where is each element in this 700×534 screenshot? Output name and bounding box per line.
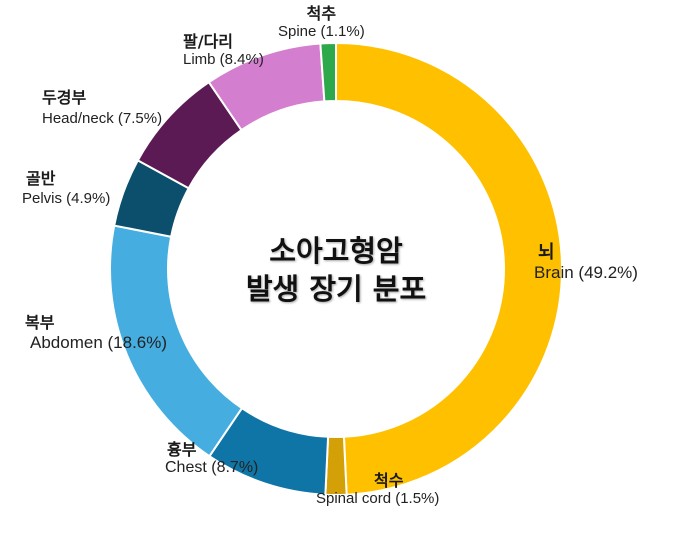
label-brain-en: Brain (49.2%) <box>534 263 638 282</box>
label-head-neck: 두경부 Head/neck (7.5%) <box>42 89 162 128</box>
label-head-neck-ko: 두경부 <box>42 88 87 107</box>
label-spine-en: Spine (1.1%) <box>278 23 365 40</box>
label-spine-ko: 척추 <box>306 4 337 23</box>
label-spinal-cord: 척수 Spinal cord (1.5%) <box>316 472 439 508</box>
label-pelvis-ko: 골반 <box>26 169 56 188</box>
label-spine: 척추 Spine (1.1%) <box>278 5 365 41</box>
label-brain-ko: 뇌 <box>538 242 555 263</box>
slice-spine <box>319 41 337 103</box>
label-limb-en: Limb (8.4%) <box>183 51 264 68</box>
chart-title: 소아고형암 발생 장기 분포 <box>196 232 476 308</box>
label-pelvis-en: Pelvis (4.9%) <box>22 190 111 207</box>
slice-brain <box>335 41 563 496</box>
label-limb-ko: 팔/다리 <box>183 32 234 51</box>
label-chest-ko: 흉부 <box>167 440 197 459</box>
label-brain: 뇌 Brain (49.2%) <box>534 244 638 282</box>
label-limb: 팔/다리 Limb (8.4%) <box>183 33 264 69</box>
chart-title-line2: 발생 장기 분포 <box>245 272 427 306</box>
label-abdomen: 복부 Abdomen (18.6%) <box>25 314 167 352</box>
label-spinal-cord-ko: 척수 <box>374 471 404 490</box>
chart-title-line1: 소아고형암 <box>269 234 403 268</box>
label-chest: 흉부 Chest (8.7%) <box>165 441 258 477</box>
label-pelvis: 골반 Pelvis (4.9%) <box>22 170 110 208</box>
label-abdomen-en: Abdomen (18.6%) <box>30 333 168 352</box>
label-abdomen-ko: 복부 <box>25 313 55 332</box>
label-spinal-cord-en: Spinal cord (1.5%) <box>316 490 440 507</box>
label-chest-en: Chest (8.7%) <box>165 459 259 476</box>
label-head-neck-en: Head/neck (7.5%) <box>42 110 163 127</box>
